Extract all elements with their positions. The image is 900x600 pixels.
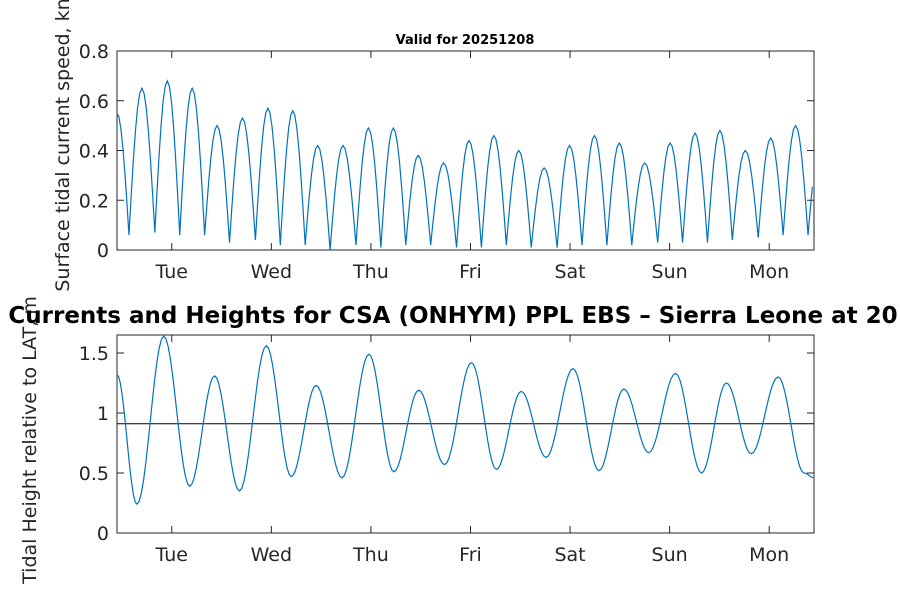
tidal-height-xtick-label: Sun: [652, 544, 688, 566]
current-speed-ytick-label: 0.4: [79, 141, 109, 163]
tidal-height-xtick-label: Fri: [459, 544, 482, 566]
tidal-height-ytick-label: 1: [97, 403, 109, 425]
current-speed-xtick-label: Thu: [352, 261, 389, 283]
tidal-height-ticks: 0 0.5 1 1.5 Tue Wed Thu Fri Sat Sun Mon: [79, 335, 814, 566]
tidal-height-xtick-label: Sat: [554, 544, 585, 566]
current-speed-xtick-label: Fri: [459, 261, 482, 283]
tidal-height-axes-box: [116, 334, 815, 534]
current-speed-ytick-label: 0.2: [79, 190, 109, 212]
tidal-height-ylabel: Tidal Height relative to LAT, m: [19, 296, 41, 585]
current-speed-xtick-label: Tue: [155, 261, 188, 283]
tidal-height-series-line: [116, 335, 815, 506]
tidal-height-xtick-label: Wed: [251, 544, 292, 566]
current-speed-ytick-label: 0.8: [79, 41, 109, 63]
current-speed-ytick-label: 0.6: [79, 91, 109, 113]
current-speed-series-line: [116, 79, 813, 251]
current-speed-xtick-label: Wed: [251, 261, 292, 283]
figure-title: Currents and Heights for CSA (ONHYM) PPL…: [8, 303, 897, 329]
tidal-height-xtick-label: Mon: [749, 544, 789, 566]
current-speed-ticks: 0 0.2 0.4 0.6 0.8 Tue Wed Thu Fri Sat Sun Mon: [79, 41, 814, 283]
tidal-height-ytick-label: 0.5: [79, 463, 109, 485]
tidal-height-subplot: 0 0.5 1 1.5 Tue Wed Thu Fri Sat Sun Mon Tidal Heig…: [19, 296, 815, 585]
current-speed-subplot: 0 0.2 0.4 0.6 0.8 Tue Wed Thu Fri Sat Sun Mon Valid…: [52, 0, 815, 292]
current-speed-ylabel: Surface tidal current speed, kn: [52, 0, 74, 292]
current-speed-xtick-label: Mon: [749, 261, 789, 283]
tidal-height-ytick-label: 0: [97, 523, 109, 545]
current-speed-xtick-label: Sun: [652, 261, 688, 283]
tidal-height-ytick-label: 1.5: [79, 343, 109, 365]
current-speed-xtick-label: Sat: [554, 261, 585, 283]
current-speed-title: Valid for 20251208: [396, 33, 535, 48]
tidal-height-xtick-label: Tue: [155, 544, 188, 566]
current-speed-ytick-label: 0: [97, 240, 109, 262]
tidal-height-xtick-label: Thu: [352, 544, 389, 566]
